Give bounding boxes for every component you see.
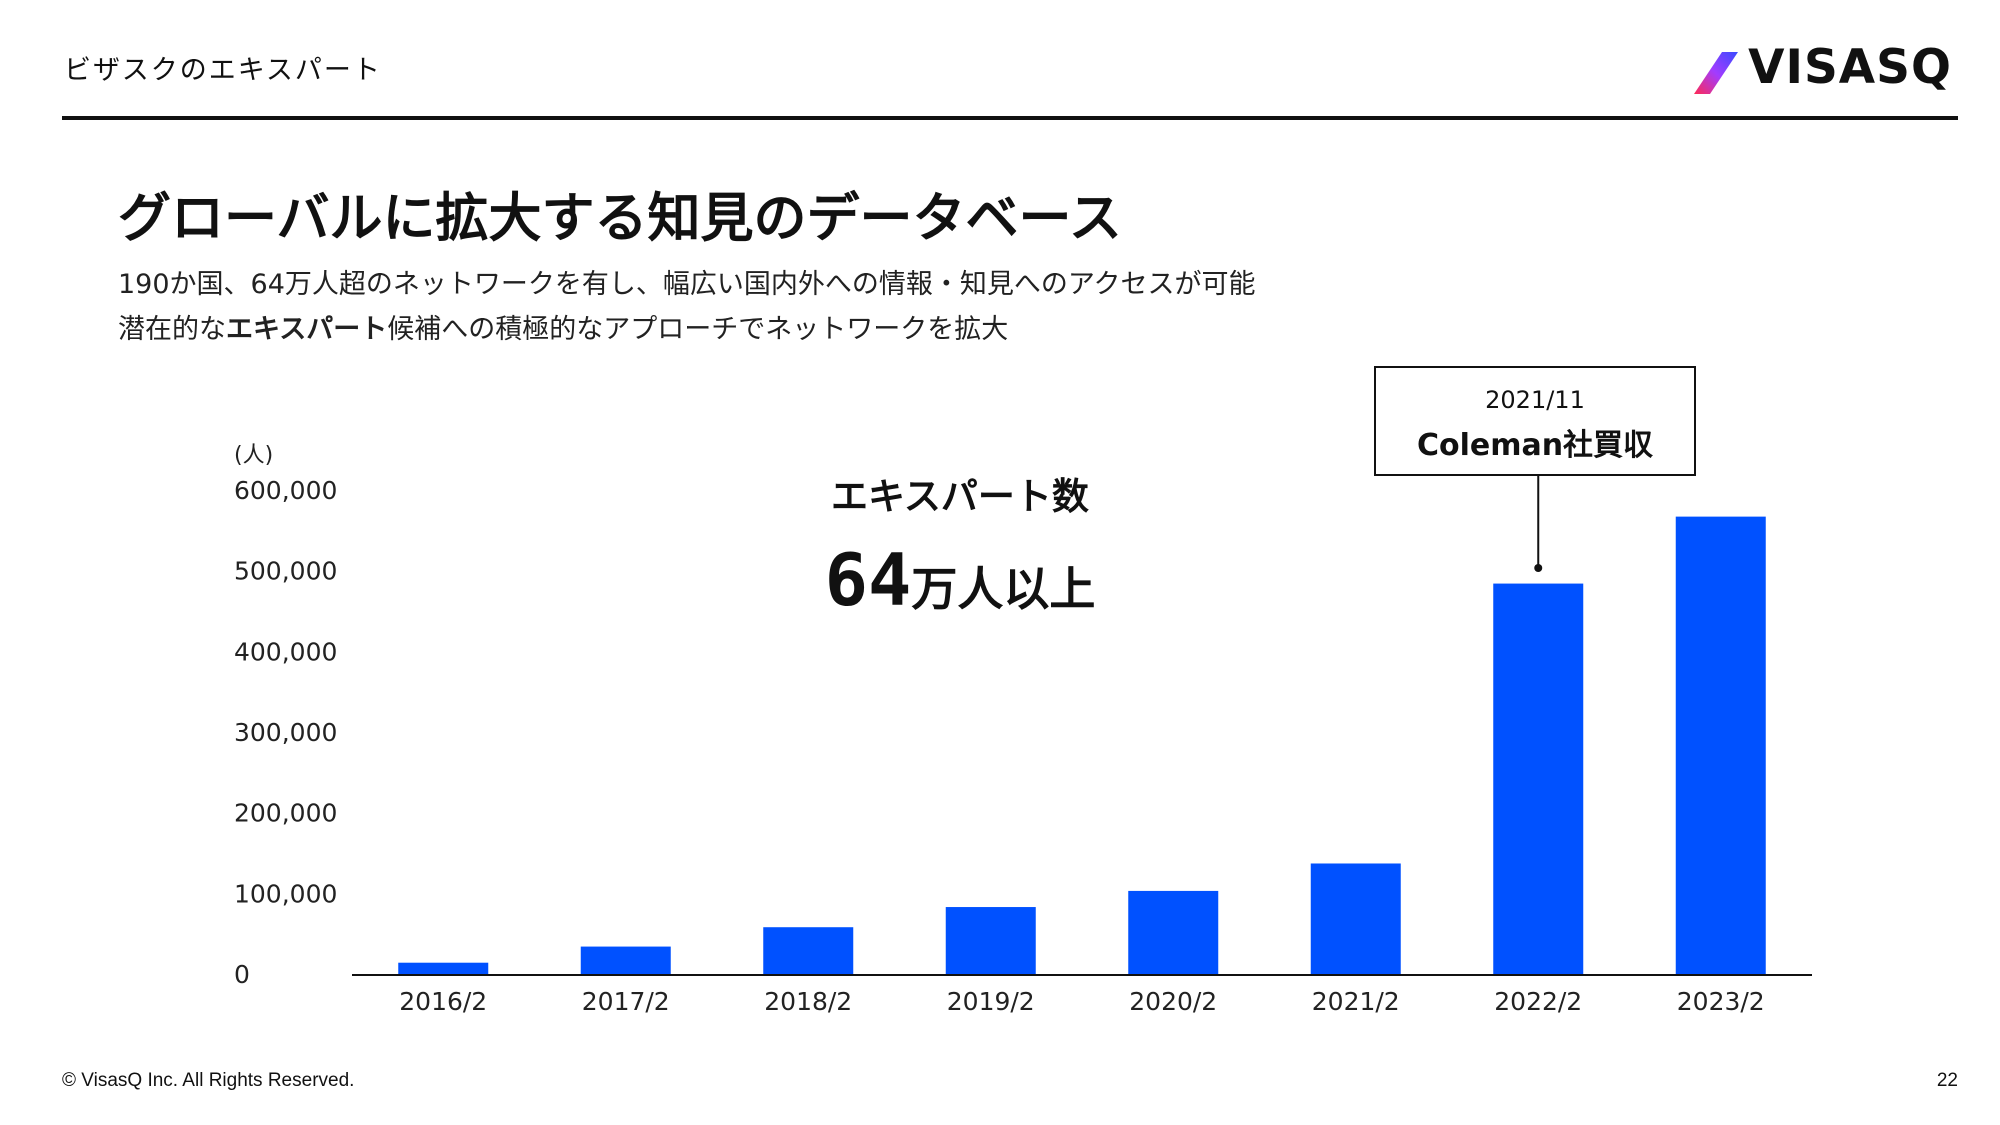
subtitle-line-1: 190か国、64万人超のネットワークを有し、幅広い国内外への情報・知見へのアクセ… xyxy=(118,269,1256,300)
x-tick-label: 2019/2 xyxy=(947,987,1035,1016)
bar-2017-2 xyxy=(580,946,671,974)
x-tick-label: 2022/2 xyxy=(1494,987,1582,1016)
logo-slash-icon xyxy=(1694,52,1738,94)
callout-text: Coleman社買収 xyxy=(1416,428,1654,463)
callout-connector-dot xyxy=(1534,564,1543,572)
y-tick-label: 100,000 xyxy=(234,879,337,908)
subtitle-line-2-bold: エキスパート xyxy=(226,314,388,345)
expert-count-highlight: エキスパート数 64万人以上 xyxy=(760,466,1160,622)
footer-copyright: © VisasQ Inc. All Rights Reserved. xyxy=(62,1070,355,1091)
highlight-number: 64 xyxy=(824,538,912,622)
header-divider xyxy=(62,116,1958,120)
x-tick-label: 2016/2 xyxy=(399,987,487,1016)
bar-2019-2 xyxy=(945,907,1036,974)
y-tick-label: 300,000 xyxy=(234,718,337,747)
page-number: 22 xyxy=(1936,1070,1958,1091)
bar-2023-2 xyxy=(1675,516,1766,974)
highlight-suffix: 万人以上 xyxy=(911,562,1096,616)
bar-2021-2 xyxy=(1310,863,1401,974)
y-tick-label: 0 xyxy=(234,960,250,989)
highlight-label: エキスパート数 xyxy=(831,475,1089,518)
bar-2020-2 xyxy=(1128,890,1219,974)
visasq-logo: VISASQ xyxy=(1692,36,1952,104)
callout-date: 2021/11 xyxy=(1485,386,1585,414)
section-title: ビザスクのエキスパート xyxy=(64,55,382,86)
x-tick-label: 2018/2 xyxy=(764,987,852,1016)
logo-text: VISASQ xyxy=(1748,40,1952,95)
y-axis-unit-label: (人) xyxy=(234,443,273,468)
y-tick-label: 500,000 xyxy=(234,557,337,586)
y-tick-label: 600,000 xyxy=(234,476,337,505)
x-tick-label: 2017/2 xyxy=(582,987,670,1016)
acquisition-callout: 2021/11 Coleman社買収 xyxy=(1374,366,1696,476)
x-tick-label: 2021/2 xyxy=(1312,987,1400,1016)
x-tick-label: 2020/2 xyxy=(1129,987,1217,1016)
bar-2022-2 xyxy=(1493,583,1584,974)
bar-2016-2 xyxy=(398,962,489,974)
y-tick-label: 400,000 xyxy=(234,637,337,666)
highlight-value: 64万人以上 xyxy=(760,538,1160,622)
x-tick-label: 2023/2 xyxy=(1677,987,1765,1016)
bar-2018-2 xyxy=(763,927,854,974)
subtitle-line-2-post: 候補への積極的なアプローチでネットワークを拡大 xyxy=(387,314,1009,345)
page-title: グローバルに拡大する知見のデータベース xyxy=(118,188,1122,249)
subtitle-line-2: 潜在的なエキスパート候補への積極的なアプローチでネットワークを拡大 xyxy=(118,307,1008,346)
subtitle-line-2-pre: 潜在的な xyxy=(118,314,226,345)
y-tick-label: 200,000 xyxy=(234,799,337,828)
